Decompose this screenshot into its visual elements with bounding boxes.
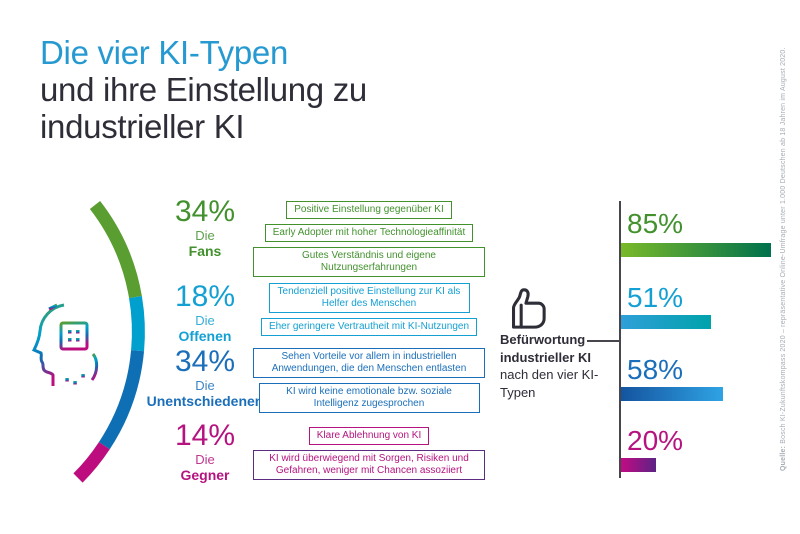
boxes-unentschiedene: Sehen Vorteile vor allem in industrielle… (253, 348, 485, 418)
stat-offene-name: Offenen (178, 328, 232, 344)
approval-label: Befürwortung industrieller KI nach den v… (500, 331, 600, 401)
source-note: Quelle: Bosch KI-Zukunftskompass 2020 – … (780, 47, 787, 471)
boxes-offene: Tendenziell positive Einstellung zur KI … (253, 283, 485, 341)
bar-unentschiedene (621, 387, 723, 401)
stat-gegner-pct: 14% (174, 419, 236, 452)
approval-label-bold: Befürwortung industrieller KI (500, 332, 592, 365)
stat-offene-pct: 18% (174, 280, 236, 313)
approval-label-normal: nach den vier KI-Typen (500, 367, 599, 400)
statement-box: Klare Ablehnung von KI (308, 427, 430, 445)
stat-gegner-prefix: Die (195, 452, 215, 467)
source-label: Quelle: (780, 445, 787, 471)
boxes-fans: Positive Einstellung gegenüber KI Early … (253, 201, 485, 282)
stat-offene: 18% Die Offenen (135, 282, 275, 344)
stat-gegner: 14% Die Gegner (135, 421, 275, 483)
arc-segment-fans (73, 201, 145, 483)
thumbs-up-icon (511, 288, 546, 329)
stat-unentschiedene: 34% Die Unentschiedenen (135, 347, 275, 409)
statement-box: Eher geringere Vertrautheit mit KI-Nutzu… (260, 318, 478, 336)
statement-box: Early Adopter mit hoher Technologieaffin… (264, 224, 474, 242)
arc-segment-offene (73, 201, 145, 483)
stat-unentschiedene-name: Unentschiedenen (146, 393, 264, 409)
statement-box: Tendenziell positive Einstellung zur KI … (268, 283, 470, 313)
stat-unentschiedene-prefix: Die (195, 378, 215, 393)
statement-box: Positive Einstellung gegenüber KI (286, 201, 452, 219)
bar-value-gegner: 20% (627, 425, 684, 456)
statement-box: KI wird überwiegend mit Sorgen, Risiken … (253, 450, 485, 480)
bar-gegner (621, 458, 656, 472)
stat-fans-prefix: Die (195, 228, 215, 243)
bar-chart-axis (619, 201, 621, 478)
statement-box: Gutes Verständnis und eigene Nutzungserf… (253, 247, 485, 277)
title-line-3: industrieller KI (40, 108, 245, 145)
stat-fans-pct: 34% (174, 195, 236, 228)
stat-offene-prefix: Die (195, 313, 215, 328)
stat-fans-name: Fans (188, 243, 222, 259)
ai-types-arc-chart (73, 201, 145, 483)
statement-box: Sehen Vorteile vor allem in industrielle… (253, 348, 485, 378)
bar-value-offene: 51% (627, 282, 684, 313)
source-text: Bosch KI-Zukunftskompass 2020 – repräsen… (780, 47, 787, 446)
boxes-gegner: Klare Ablehnung von KI KI wird überwiege… (253, 427, 485, 485)
page-title: Die vier KI-Typen und ihre Einstellung z… (40, 34, 367, 145)
stat-unentschiedene-pct: 34% (174, 345, 236, 378)
stat-gegner-name: Gegner (180, 467, 230, 483)
statement-box: KI wird keine emotionale bzw. soziale In… (258, 383, 480, 413)
stat-fans: 34% Die Fans (135, 197, 275, 259)
bar-offene (621, 315, 711, 329)
arc-segment-unentschiedene (73, 201, 145, 483)
bar-value-fans: 85% (627, 208, 684, 239)
bar-value-unentschiedene: 58% (627, 354, 684, 385)
title-line-2: und ihre Einstellung zu (40, 71, 367, 108)
bar-fans (621, 243, 771, 257)
connector-line (587, 340, 619, 342)
title-accent-line: Die vier KI-Typen (40, 34, 288, 71)
ai-head-icon (31, 303, 110, 386)
